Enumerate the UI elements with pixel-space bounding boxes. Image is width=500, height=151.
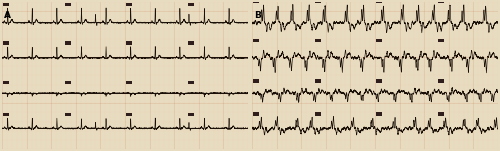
Bar xyxy=(314,39,321,42)
Bar xyxy=(253,79,260,83)
Text: A: A xyxy=(4,11,11,20)
Bar xyxy=(188,80,194,84)
Bar xyxy=(3,41,10,45)
Bar xyxy=(376,39,382,42)
Bar xyxy=(314,112,321,116)
Bar xyxy=(64,41,71,45)
Bar xyxy=(376,112,382,116)
Text: B: B xyxy=(254,11,261,20)
Bar xyxy=(314,79,321,83)
Bar xyxy=(64,3,71,6)
Bar xyxy=(314,0,321,3)
Bar xyxy=(438,39,444,42)
Bar xyxy=(253,112,260,116)
Bar xyxy=(438,0,444,3)
Bar xyxy=(126,3,132,6)
Bar xyxy=(438,112,444,116)
Bar xyxy=(3,80,10,84)
Bar xyxy=(253,0,260,3)
Bar xyxy=(126,113,132,116)
Bar xyxy=(188,41,194,45)
Bar xyxy=(438,79,444,83)
Bar xyxy=(64,80,71,84)
Bar xyxy=(188,113,194,116)
Bar xyxy=(188,3,194,6)
Bar xyxy=(253,39,260,42)
Bar xyxy=(376,0,382,3)
Bar xyxy=(126,41,132,45)
Bar xyxy=(3,113,10,116)
Bar xyxy=(376,79,382,83)
Bar xyxy=(3,3,10,6)
Bar xyxy=(64,113,71,116)
Bar xyxy=(126,80,132,84)
